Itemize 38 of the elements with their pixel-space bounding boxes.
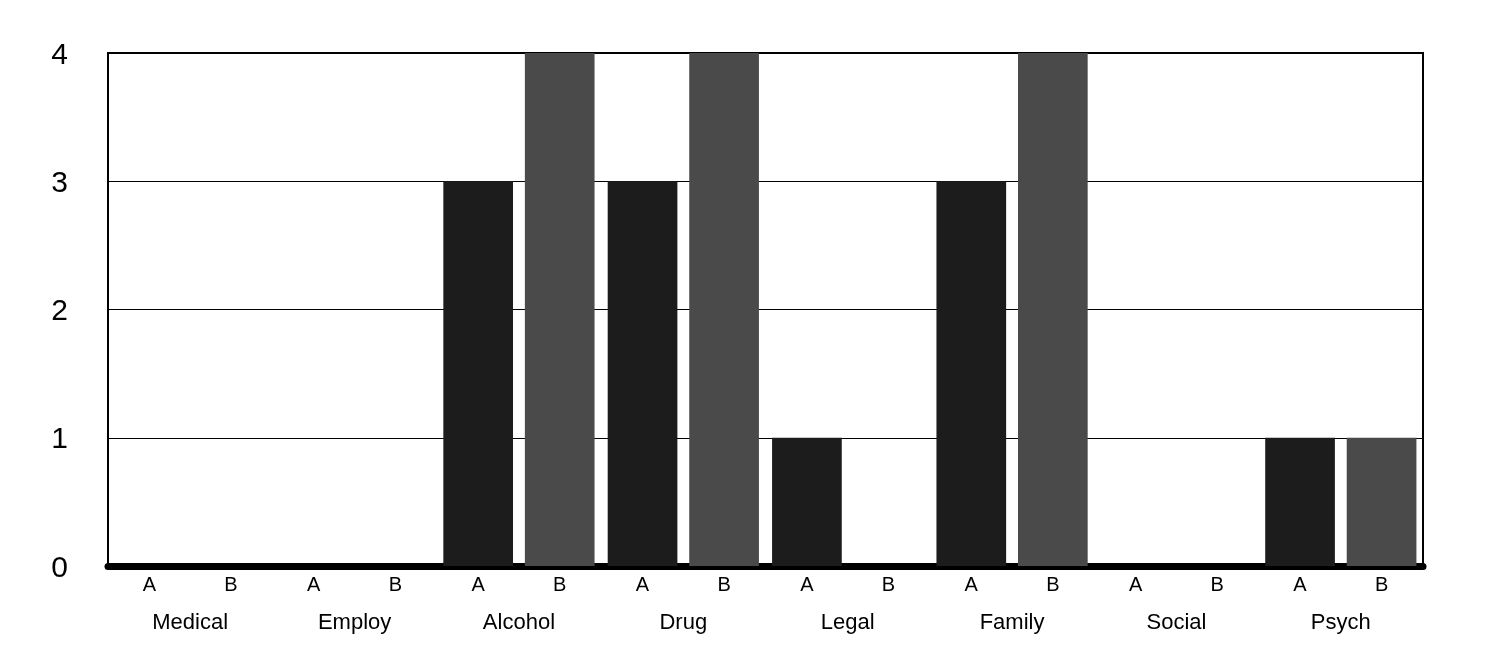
text: B [717,573,731,595]
x-tick-label: Drug [659,608,708,634]
text: B [1046,573,1060,595]
y-tick-label: 0 [51,549,68,583]
text: B [1374,573,1389,595]
bar [689,53,759,566]
text: B [881,573,896,595]
bar [1017,53,1088,566]
bar [772,437,842,566]
text: A [635,573,650,595]
series-label: A [471,573,486,595]
x-tick-label: Social [1146,608,1207,634]
series-label: B [553,573,567,595]
y-tick-label: 3 [51,164,68,198]
x-tick-label: Alcohol [482,608,556,634]
x-tick-label: Family [979,608,1045,634]
text: A [964,573,978,595]
y-tick-label: 1 [51,421,68,455]
bar [607,181,678,566]
text: A [142,573,157,595]
text: A [800,573,814,595]
y-tick-label: 2 [51,293,68,326]
text: A [1293,573,1307,595]
text: A [1129,573,1143,595]
x-tick-label: Employ [317,608,392,634]
bar [936,181,1007,566]
bar [524,53,595,566]
x-tick-label: Legal [820,608,875,634]
bar [443,181,514,566]
bar [1346,437,1417,566]
text: B [224,573,238,595]
text: A [307,573,321,595]
y-tick-label: 4 [51,36,68,70]
x-tick-label: Medical [152,608,229,634]
text: B [1210,573,1224,595]
bar [1265,437,1335,566]
x-tick-label: Psych [1310,608,1371,634]
text: B [388,573,402,595]
